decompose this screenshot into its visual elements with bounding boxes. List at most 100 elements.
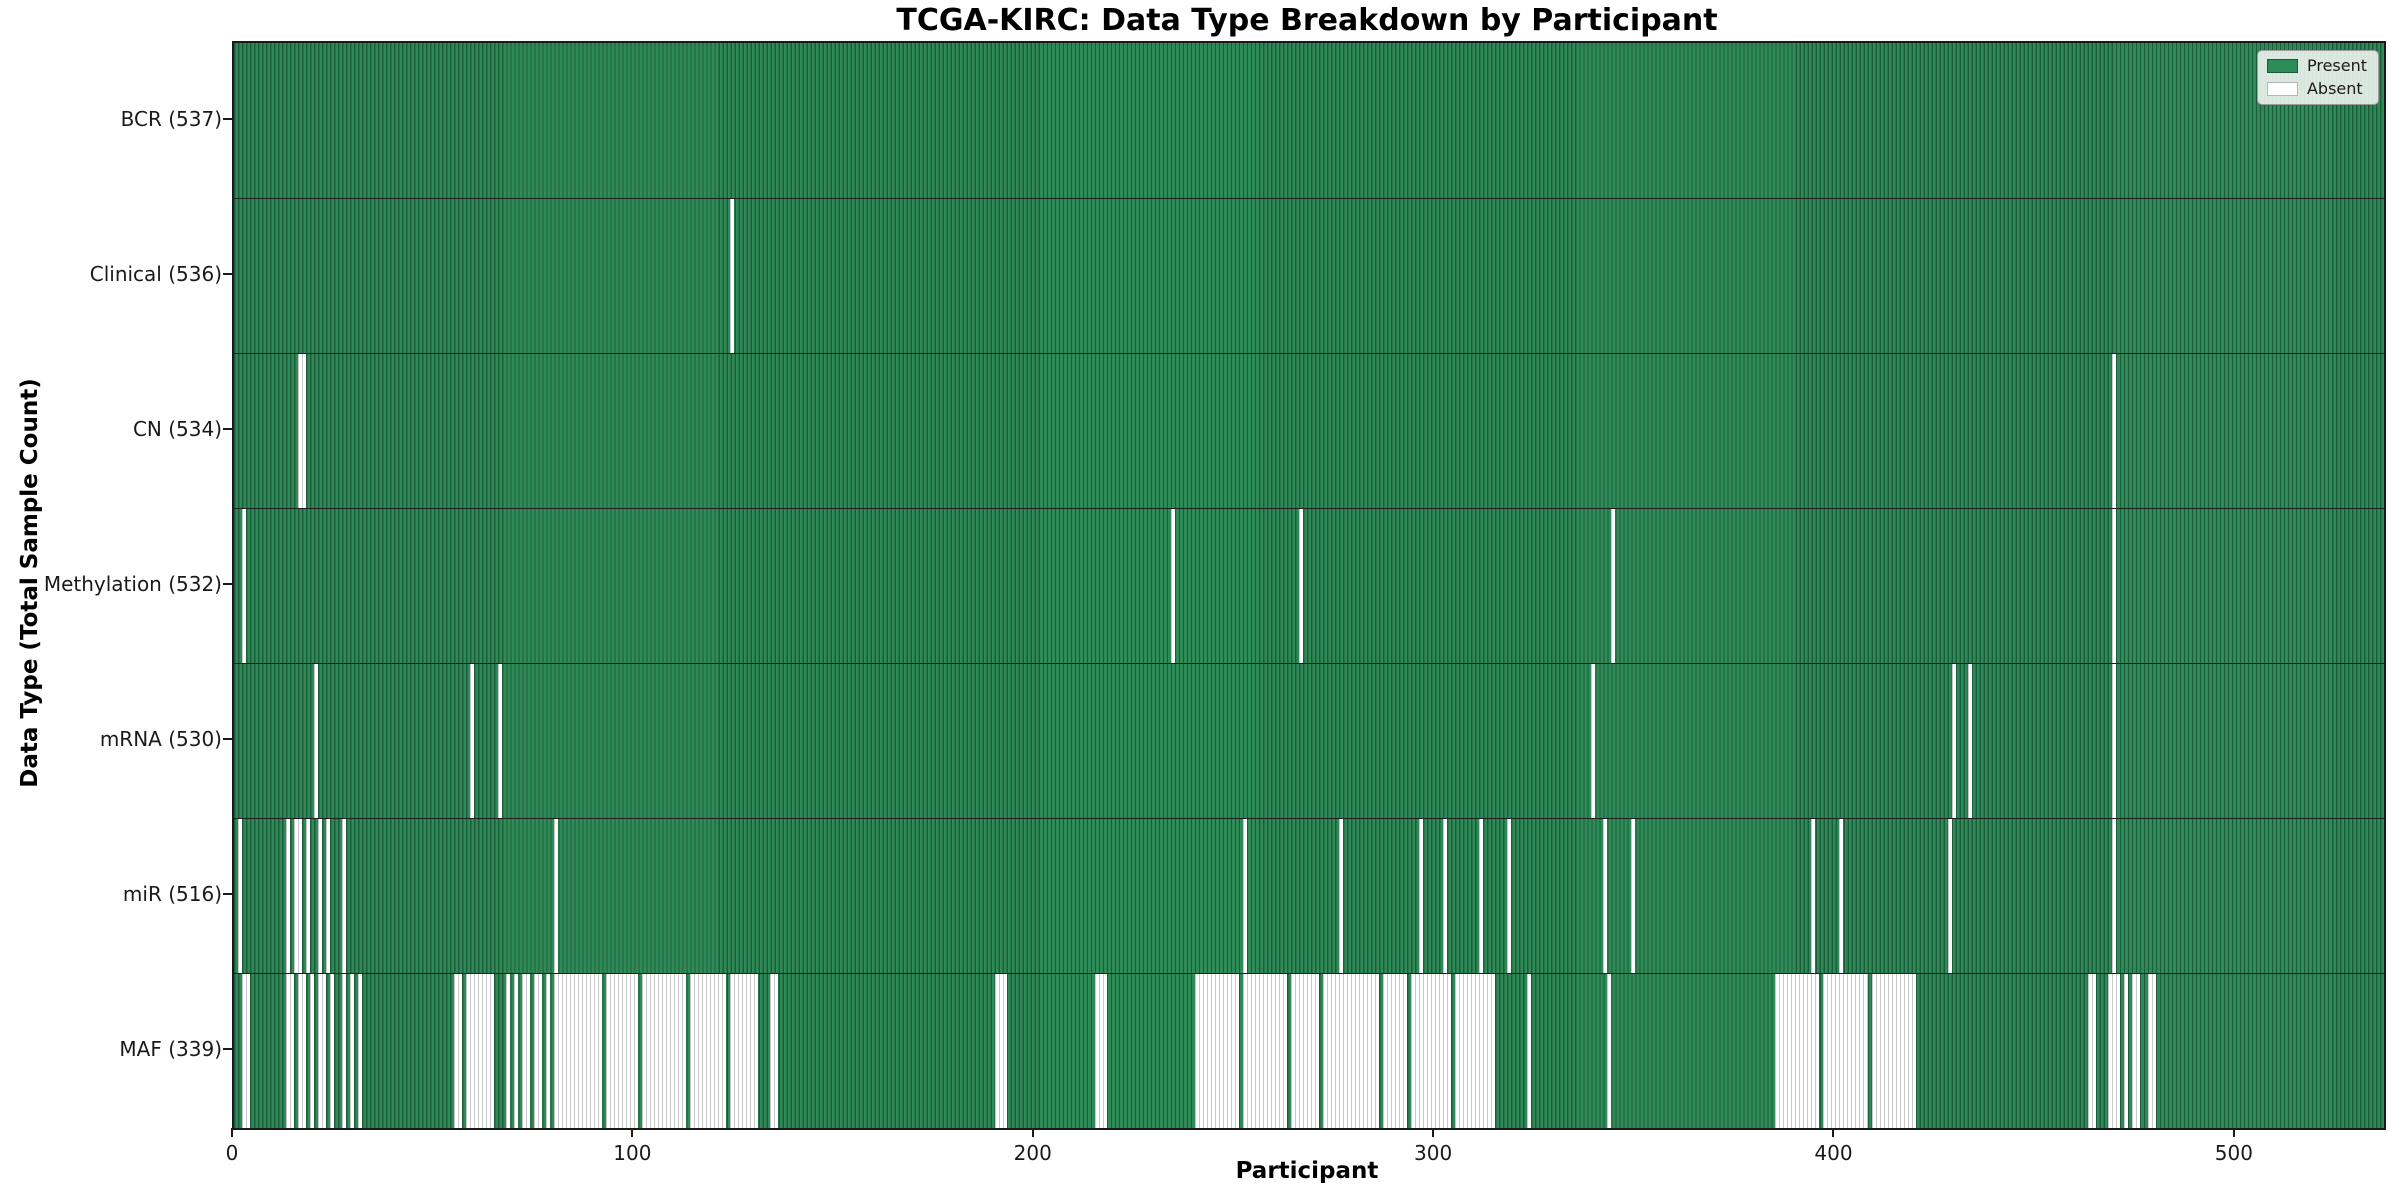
absent-segment-methylation: [2111, 508, 2116, 663]
row-divider: [234, 818, 2384, 820]
y-tick-mark: [223, 117, 232, 120]
row-mir: [234, 818, 2384, 973]
absent-segment-mir: [2111, 818, 2116, 973]
y-tick-mark: [223, 427, 232, 430]
x-axis-ticks: 0 100 200 300 400 500: [226, 1128, 2382, 1168]
absent-segment-mrna: [1591, 663, 1596, 818]
y-tick-mark: [223, 272, 232, 275]
absent-segment-maf: [454, 973, 463, 1128]
absent-segment-maf: [1775, 973, 1820, 1128]
absent-segment-maf: [506, 973, 511, 1128]
y-axis-label: Data Type (Total Sample Count): [17, 378, 43, 788]
absent-segment-maf: [318, 973, 327, 1128]
absent-segment-maf: [994, 973, 1007, 1128]
absent-segment-maf: [1607, 973, 1612, 1128]
row-divider: [234, 198, 2384, 200]
absent-segment-mir: [1811, 818, 1816, 973]
absent-segment-maf: [2087, 973, 2096, 1128]
absent-segment-maf: [2131, 973, 2140, 1128]
absent-segment-maf: [522, 973, 531, 1128]
absent-segment-maf: [642, 973, 687, 1128]
legend-item-absent: Absent: [2266, 79, 2367, 98]
absent-segment-maf: [690, 973, 727, 1128]
absent-segment-methylation: [242, 508, 246, 663]
absent-segment-mir: [1339, 818, 1344, 973]
x-tick-mark: [2232, 1128, 2235, 1137]
absent-segment-mir: [326, 818, 331, 973]
row-bcr: [234, 43, 2384, 198]
absent-segment-maf: [514, 973, 519, 1128]
absent-segment-methylation: [1170, 508, 1175, 663]
row-mrna: [234, 663, 2384, 818]
absent-segment-maf: [1323, 973, 1380, 1128]
present-swatch-icon: [2266, 59, 2298, 73]
absent-segment-mrna: [470, 663, 475, 818]
absent-segment-maf: [554, 973, 603, 1128]
x-tick-mark: [1432, 1128, 1435, 1137]
row-methylation: [234, 508, 2384, 663]
y-tick-mark: [223, 1047, 232, 1050]
absent-segment-mir: [294, 818, 303, 973]
absent-segment-maf: [330, 973, 335, 1128]
absent-segment-maf: [2147, 973, 2156, 1128]
absent-segment-mir: [1507, 818, 1512, 973]
x-axis-label: Participant: [1235, 1158, 1379, 1184]
absent-swatch-icon: [2266, 82, 2298, 96]
legend-label-absent: Absent: [2306, 79, 2363, 98]
absent-segment-maf: [1290, 973, 1319, 1128]
absent-segment-methylation: [1298, 508, 1303, 663]
absent-segment-maf: [298, 973, 307, 1128]
absent-segment-mir: [306, 818, 311, 973]
absent-segment-mrna: [314, 663, 319, 818]
absent-segment-mir: [286, 818, 291, 973]
absent-segment-mir: [342, 818, 347, 973]
absent-segment-maf: [1242, 973, 1287, 1128]
absent-segment-mir: [554, 818, 559, 973]
row-divider: [234, 508, 2384, 510]
y-tick-label-mrna: mRNA (530): [99, 726, 222, 751]
absent-segment-cn: [2111, 353, 2116, 508]
y-tick-label-mir: miR (516): [122, 881, 222, 906]
absent-segment-mrna: [2111, 663, 2116, 818]
absent-segment-maf: [1823, 973, 1868, 1128]
absent-segment-maf: [2107, 973, 2120, 1128]
absent-segment-mir: [1631, 818, 1636, 973]
x-tick-mark: [231, 1128, 233, 1137]
x-tick-label-200: 200: [1013, 1141, 1052, 1165]
absent-segment-maf: [2123, 973, 2128, 1128]
absent-segment-maf: [242, 973, 250, 1128]
row-clinical: [234, 198, 2384, 353]
absent-segment-mrna: [1951, 663, 1956, 818]
absent-segment-maf: [1094, 973, 1107, 1128]
x-tick-label-300: 300: [1414, 1141, 1453, 1165]
y-tick-mark: [223, 737, 232, 740]
legend: Present Absent: [2256, 50, 2379, 105]
row-divider: [234, 353, 2384, 355]
absent-segment-maf: [358, 973, 363, 1128]
absent-segment-maf: [546, 973, 551, 1128]
absent-segment-maf: [310, 973, 315, 1128]
absent-segment-methylation: [1611, 508, 1616, 663]
y-tick-label-methylation: Methylation (532): [43, 571, 222, 596]
legend-label-present: Present: [2306, 56, 2367, 75]
absent-segment-maf: [1194, 973, 1239, 1128]
x-tick-label-100: 100: [613, 1141, 652, 1165]
legend-item-present: Present: [2266, 56, 2367, 75]
absent-segment-mir: [1603, 818, 1608, 973]
absent-segment-maf: [466, 973, 495, 1128]
y-tick-mark: [223, 582, 232, 585]
absent-segment-maf: [534, 973, 543, 1128]
absent-segment-maf: [1871, 973, 1916, 1128]
absent-segment-clinical: [730, 198, 735, 353]
absent-segment-mrna: [498, 663, 503, 818]
y-tick-label-maf: MAF (339): [119, 1036, 222, 1061]
absent-segment-maf: [1383, 973, 1408, 1128]
absent-segment-cn: [298, 353, 307, 508]
absent-segment-maf: [1411, 973, 1452, 1128]
y-tick-mark: [223, 892, 232, 895]
absent-segment-mrna: [1967, 663, 1972, 818]
absent-segment-mir: [1479, 818, 1484, 973]
absent-segment-maf: [1455, 973, 1496, 1128]
absent-segment-mir: [318, 818, 323, 973]
y-tick-label-clinical: Clinical (536): [89, 261, 222, 286]
